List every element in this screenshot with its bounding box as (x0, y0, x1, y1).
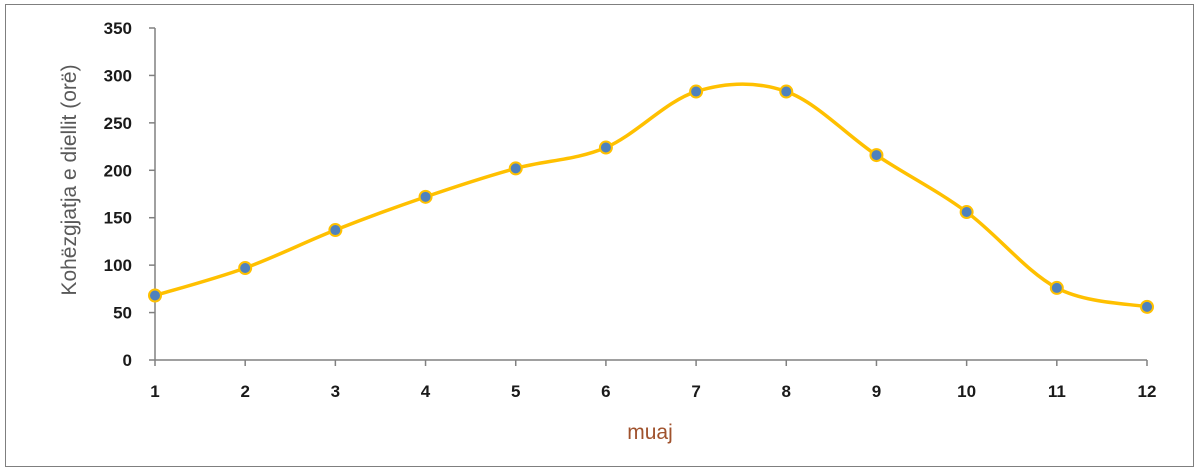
y-tick-label: 100 (104, 256, 132, 275)
y-tick-label: 350 (104, 19, 132, 38)
x-tick-label: 12 (1138, 382, 1157, 401)
x-tick-label: 7 (691, 382, 700, 401)
x-tick-label: 5 (511, 382, 520, 401)
y-tick-label: 300 (104, 66, 132, 85)
x-tick-label: 1 (150, 382, 159, 401)
y-axis-label: Kohëzgjatja e diellit (orë) (58, 64, 81, 295)
x-tick-label: 10 (957, 382, 976, 401)
data-point (779, 84, 794, 99)
y-tick-label: 0 (123, 351, 132, 370)
data-point (238, 260, 253, 275)
data-point (328, 223, 343, 238)
x-tick-label: 11 (1048, 382, 1066, 401)
data-point (959, 205, 974, 220)
x-tick-label: 8 (782, 382, 791, 401)
data-markers (148, 84, 1154, 314)
data-point (418, 189, 433, 204)
data-point (598, 140, 613, 155)
x-axis-label: muaj (627, 421, 673, 444)
data-point (689, 84, 704, 99)
x-tick-label: 4 (421, 382, 431, 401)
x-tick-label: 9 (872, 382, 881, 401)
data-point (148, 288, 162, 303)
data-point (1140, 299, 1154, 314)
y-tick-label: 50 (113, 304, 132, 323)
axes (149, 27, 1148, 366)
y-tick-label: 250 (104, 114, 132, 133)
x-tick-label: 6 (601, 382, 610, 401)
x-tick-label: 3 (331, 382, 340, 401)
data-point (1049, 280, 1064, 295)
y-tick-label: 150 (104, 209, 132, 228)
data-point (508, 161, 523, 176)
y-tick-label: 200 (104, 161, 132, 180)
data-point (869, 148, 884, 163)
series-line (153, 82, 1149, 309)
x-tick-label: 2 (240, 382, 249, 401)
